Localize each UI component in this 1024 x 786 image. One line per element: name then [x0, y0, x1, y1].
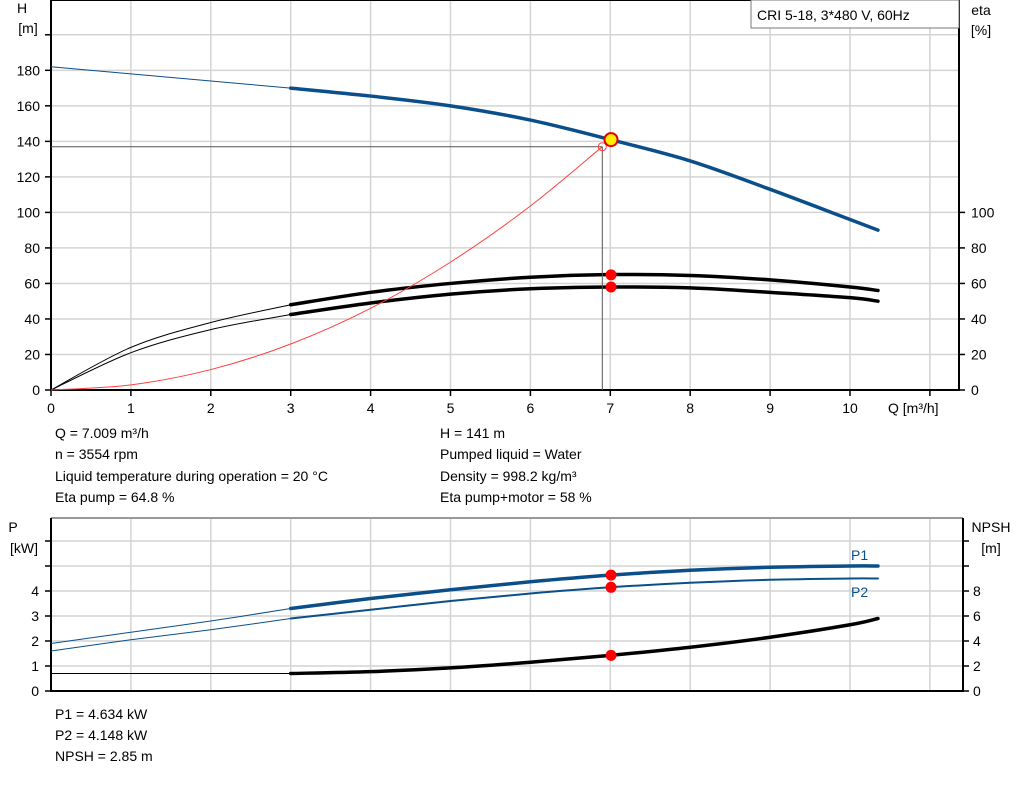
power-marker [605, 569, 617, 581]
npsh-tick-label: 8 [973, 583, 981, 599]
h-tick-label: 180 [17, 62, 41, 78]
x-tick-label: 3 [287, 400, 295, 416]
info-npsh: NPSH = 2.85 m [55, 748, 153, 764]
info-h: H = 141 m [440, 425, 505, 441]
eta_pump_motor-curve-extrapolated [50, 314, 291, 391]
curves [50, 66, 880, 676]
p-tick-label: 3 [31, 608, 39, 624]
h-tick-label: 140 [17, 133, 41, 149]
x-tick-label: 9 [766, 400, 774, 416]
x-tick-label: 0 [47, 400, 55, 416]
eta_pump-curve-extrapolated [50, 304, 291, 391]
h-tick-label: 0 [32, 382, 40, 398]
h-tick-label: 80 [24, 240, 40, 256]
bottom-chart-grid: 0 1 2 3 4 0 2 4 6 8 [31, 517, 981, 699]
eta-marker [605, 281, 617, 293]
npsh-tick-label: 0 [973, 683, 981, 699]
p1-label: P1 [851, 547, 868, 563]
x-tick-label: 2 [207, 400, 215, 416]
P1-curve [288, 564, 880, 611]
P1-curve-extrapolated [50, 608, 291, 644]
q-axis-title: Q [m³/h] [888, 400, 939, 416]
h-tick-label: 120 [17, 169, 41, 185]
h-tick-label: 20 [24, 346, 40, 362]
eta-axis-unit: [%] [971, 22, 991, 38]
H-curve [288, 86, 880, 232]
p-tick-label: 0 [31, 683, 39, 699]
p2-label: P2 [851, 584, 868, 600]
P2-curve-extrapolated [50, 618, 291, 652]
npsh-axis-title: NPSH [972, 519, 1011, 535]
x-tick-label: 10 [842, 400, 858, 416]
markers [603, 132, 619, 661]
legend-text: CRI 5-18, 3*480 V, 60Hz [757, 7, 910, 23]
info-top-left: Q = 7.009 m³/h n = 3554 rpm Liquid tempe… [55, 425, 328, 505]
info-bottom: P1 = 4.634 kW P2 = 4.148 kW NPSH = 2.85 … [55, 706, 153, 764]
h-axis-unit: [m] [18, 20, 37, 36]
x-tick-label: 5 [447, 400, 455, 416]
h-axis-title: H [17, 0, 27, 16]
h-tick-label: 40 [24, 311, 40, 327]
x-tick-label: 1 [127, 400, 135, 416]
info-top-right: H = 141 m Pumped liquid = Water Density … [440, 425, 592, 505]
eta-tick-label: 100 [971, 204, 995, 220]
info-liquid: Pumped liquid = Water [440, 446, 582, 462]
eta-marker [605, 269, 617, 281]
npsh-tick-label: 2 [973, 658, 981, 674]
eta-tick-label: 0 [971, 382, 979, 398]
eta-tick-label: 80 [971, 240, 987, 256]
bottom-chart-frame [50, 518, 964, 692]
x-tick-label: 6 [527, 400, 535, 416]
info-eta-pm: Eta pump+motor = 58 % [440, 489, 592, 505]
p-tick-label: 2 [31, 633, 39, 649]
x-tick-label: 7 [606, 400, 614, 416]
p-axis-unit: [kW] [10, 540, 38, 556]
eta-tick-label: 20 [971, 346, 987, 362]
x-tick-label: 8 [686, 400, 694, 416]
npsh-marker [605, 649, 617, 661]
H-curve-extrapolated [50, 66, 291, 89]
h-tick-label: 160 [17, 98, 41, 114]
info-temp: Liquid temperature during operation = 20… [55, 468, 328, 484]
npsh-tick-label: 6 [973, 608, 981, 624]
x-tick-label: 4 [367, 400, 375, 416]
p-tick-label: 1 [31, 658, 39, 674]
power-marker [605, 581, 617, 593]
system-intersection-marker [597, 142, 607, 152]
info-p2: P2 = 4.148 kW [55, 727, 148, 743]
info-n: n = 3554 rpm [55, 446, 138, 462]
eta-tick-label: 40 [971, 311, 987, 327]
legend-box [750, 0, 960, 29]
npsh-tick-label: 4 [973, 633, 981, 649]
info-q: Q = 7.009 m³/h [55, 425, 149, 441]
h-tick-label: 100 [17, 204, 41, 220]
h-tick-label: 60 [24, 275, 40, 291]
top-chart-frame [50, 0, 960, 391]
eta-tick-label: 60 [971, 275, 987, 291]
info-p1: P1 = 4.634 kW [55, 706, 148, 722]
top-chart-grid: 0 1 2 3 4 5 6 7 8 9 100204060801001201401601800204… [17, 0, 995, 416]
eta-axis-title: eta [971, 2, 991, 18]
npsh-axis-unit: [m] [981, 540, 1000, 556]
duty-point-marker [603, 132, 619, 148]
info-eta-pump: Eta pump = 64.8 % [55, 489, 174, 505]
system-curve [50, 146, 603, 391]
p-axis-title: P [8, 519, 17, 535]
info-density: Density = 998.2 kg/m³ [440, 468, 577, 484]
p-tick-label: 4 [31, 583, 39, 599]
